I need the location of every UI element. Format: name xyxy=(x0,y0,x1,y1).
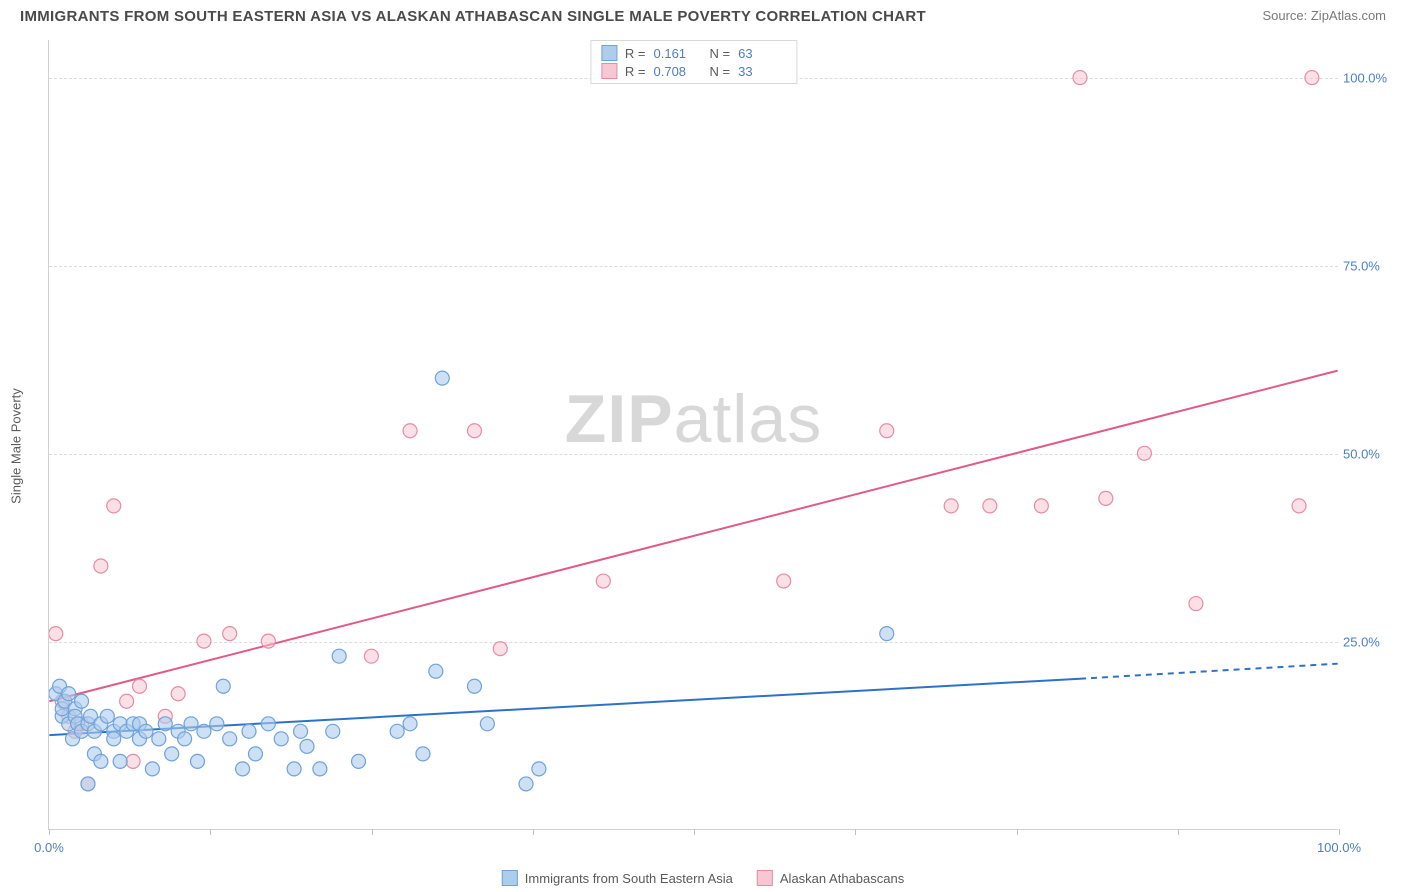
legend-row-series2: R = 0.708 N = 33 xyxy=(601,62,786,80)
y-tick-label: 25.0% xyxy=(1343,634,1398,649)
legend-swatch-blue-icon xyxy=(502,870,518,886)
x-tick xyxy=(49,829,50,835)
x-tick xyxy=(533,829,534,835)
scatter-plot-svg xyxy=(49,40,1338,829)
chart-title: IMMIGRANTS FROM SOUTH EASTERN ASIA VS AL… xyxy=(20,8,926,25)
chart-plot-area: ZIPatlas R = 0.161 N = 63 R = 0.708 N = … xyxy=(48,40,1338,830)
legend-row-series1: R = 0.161 N = 63 xyxy=(601,44,786,62)
x-tick xyxy=(1178,829,1179,835)
x-tick xyxy=(210,829,211,835)
legend-correlation-box: R = 0.161 N = 63 R = 0.708 N = 33 xyxy=(590,40,797,84)
legend-item-series2: Alaskan Athabascans xyxy=(757,870,904,886)
legend-swatch-pink xyxy=(601,63,617,79)
legend-bottom: Immigrants from South Eastern Asia Alask… xyxy=(502,870,904,886)
x-tick xyxy=(372,829,373,835)
x-tick xyxy=(855,829,856,835)
y-axis-label: Single Male Poverty xyxy=(9,388,24,504)
y-tick-label: 50.0% xyxy=(1343,446,1398,461)
x-tick xyxy=(1017,829,1018,835)
x-tick-label: 100.0% xyxy=(1317,840,1361,855)
x-tick-label: 0.0% xyxy=(34,840,64,855)
chart-source: Source: ZipAtlas.com xyxy=(1262,8,1386,23)
y-tick-label: 75.0% xyxy=(1343,258,1398,273)
legend-item-series1: Immigrants from South Eastern Asia xyxy=(502,870,733,886)
y-tick-label: 100.0% xyxy=(1343,70,1398,85)
x-tick xyxy=(694,829,695,835)
legend-swatch-pink-icon xyxy=(757,870,773,886)
x-tick xyxy=(1339,829,1340,835)
legend-swatch-blue xyxy=(601,45,617,61)
